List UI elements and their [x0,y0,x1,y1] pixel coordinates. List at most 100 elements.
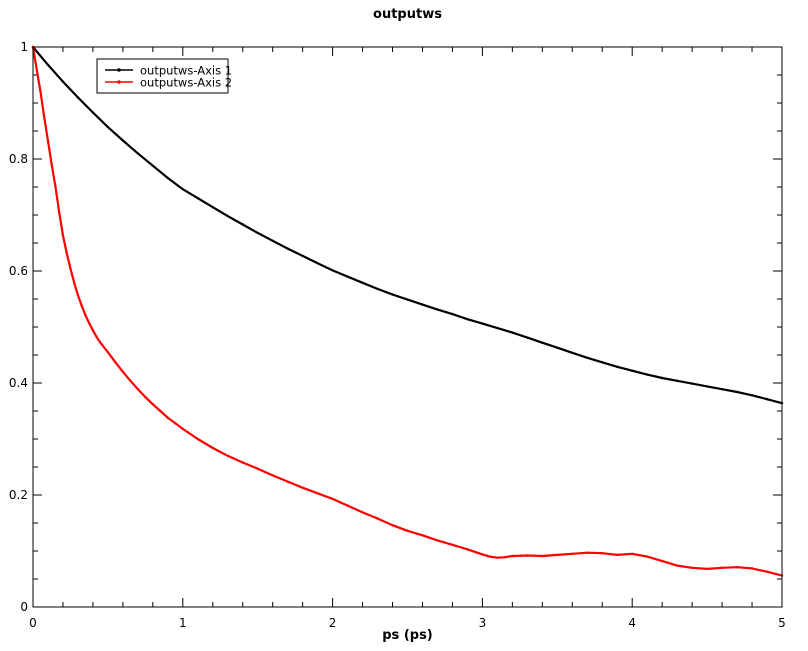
series-marker-2 [65,251,68,255]
series-marker-1 [466,318,469,321]
series-marker-1 [601,361,604,364]
series-marker-1 [646,373,649,376]
x-tick-label: 4 [628,616,636,630]
series-marker-2 [73,281,76,284]
series-marker-2 [451,543,454,546]
series-line-2 [31,45,784,577]
series-marker-2 [136,388,140,391]
series-marker-1 [690,382,694,385]
legend-box [96,58,229,94]
series-marker-2 [526,554,529,557]
series-marker-2 [114,361,117,364]
series-marker-2 [735,566,739,569]
series-marker-1 [211,206,214,209]
series-marker-2 [661,559,664,563]
series-marker-1 [61,80,65,83]
series-marker-2 [80,304,83,307]
series-marker-2 [646,555,649,558]
series-marker-2 [765,570,769,573]
series-marker-2 [241,461,244,464]
series-marker-1 [735,390,739,394]
y-tick-label: 0.6 [9,264,28,278]
series-marker-1 [346,275,349,278]
series-marker-2 [50,163,53,166]
series-line-1 [31,45,784,405]
series-marker-1 [241,223,244,226]
series-marker-2 [286,480,289,483]
series-marker-2 [496,556,499,559]
y-tick-label: 0.8 [9,152,28,166]
series-marker-2 [54,185,57,189]
series-marker-2 [601,552,604,555]
series-marker-2 [43,115,46,119]
series-marker-1 [750,394,754,397]
series-marker-2 [106,351,110,354]
series-marker-2 [481,553,484,556]
series-marker-1 [496,326,499,330]
series-marker-2 [586,551,589,554]
series-marker-2 [174,422,177,425]
series-marker-1 [571,351,574,354]
series-marker-2 [616,553,619,557]
series-marker-1 [361,281,364,284]
series-marker-1 [391,293,394,296]
series-marker-2 [46,139,50,143]
series-marker-1 [331,269,334,272]
series-marker-1 [661,376,664,380]
chart-title: outputws [373,7,442,22]
series-marker-1 [106,125,110,129]
x-axis-label: ps (ps) [382,628,433,643]
series-marker-1 [675,379,679,382]
series-marker-1 [151,164,154,167]
series-marker-1 [226,214,229,218]
series-marker-1 [511,331,514,334]
y-tick-label: 0.2 [9,488,28,502]
series-marker-1 [481,322,484,325]
series-marker-1 [705,385,709,388]
y-tick-label: 0.4 [9,376,28,390]
series-marker-2 [61,234,65,237]
series-group [31,45,784,577]
series-marker-1 [541,341,544,344]
series-marker-2 [144,395,147,399]
series-marker-1 [286,247,289,250]
series-marker-2 [488,555,492,558]
series-marker-1 [316,262,319,265]
series-marker-2 [361,511,364,514]
series-marker-2 [196,437,199,441]
legend: outputws-Axis 1 outputws-Axis 2 [96,58,232,94]
series-marker-2 [631,552,634,555]
series-marker-2 [35,68,38,71]
series-marker-2 [95,335,98,339]
series-marker-1 [256,231,259,235]
series-marker-2 [76,293,80,297]
series-marker-1 [166,176,169,180]
series-marker-1 [181,188,184,191]
series-marker-2 [571,552,574,555]
series-marker-2 [69,267,72,270]
series-marker-2 [121,370,125,373]
x-tick-label: 2 [329,616,337,630]
axis-ticks [32,46,783,608]
series-marker-2 [436,539,439,542]
series-marker-1 [616,365,619,368]
series-marker-1 [136,152,140,155]
series-marker-1 [526,336,529,339]
series-marker-1 [76,96,80,99]
series-marker-2 [705,567,709,571]
series-marker-2 [406,529,409,532]
series-marker-1 [556,346,559,349]
series-marker-1 [271,239,274,242]
legend-item-1: outputws-Axis 1 [105,64,232,78]
series-marker-2 [675,564,679,567]
legend-marker-series-2 [117,80,121,84]
x-tick-label: 5 [778,616,786,630]
series-marker-2 [750,567,754,570]
series-marker-2 [159,409,162,413]
series-marker-2 [226,454,229,457]
series-marker-2 [39,90,42,94]
legend-marker-series-1 [117,68,121,72]
series-marker-1 [46,63,50,67]
